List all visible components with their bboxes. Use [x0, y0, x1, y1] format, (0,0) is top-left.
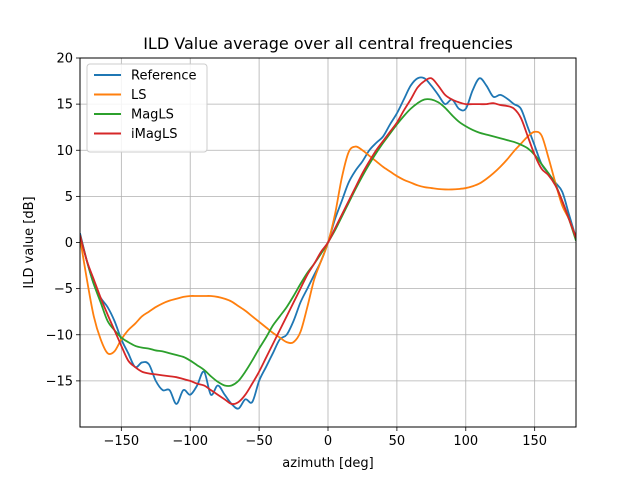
legend-label-ls: LS: [131, 88, 147, 103]
legend-label-imagls: iMagLS: [131, 127, 178, 142]
x-axis-label: azimuth [deg]: [282, 456, 373, 471]
x-tick-label: −150: [103, 434, 139, 449]
series-line-imagls: [80, 77, 576, 405]
y-tick-label: −10: [46, 328, 73, 343]
x-tick-label: 100: [453, 434, 478, 449]
y-tick-label: 10: [56, 144, 73, 159]
series-lines: [80, 76, 576, 410]
legend-label-magls: MagLS: [131, 108, 174, 123]
y-tick-label: 20: [56, 52, 73, 67]
legend-label-reference: Reference: [131, 69, 196, 84]
x-tick-label: −100: [172, 434, 208, 449]
x-tick-label: −50: [245, 434, 272, 449]
y-axis-label: ILD value [dB]: [22, 196, 37, 288]
y-tick-label: −5: [54, 282, 73, 297]
x-tick-label: 0: [324, 434, 332, 449]
chart-title: ILD Value average over all central frequ…: [143, 34, 513, 53]
legend: Reference LS MagLS iMagLS: [86, 63, 208, 153]
x-tick-label: 150: [522, 434, 547, 449]
y-tick-label: 0: [65, 236, 73, 251]
y-tick-label: −15: [46, 374, 73, 389]
x-tick-label: 50: [389, 434, 406, 449]
y-tick-label: 15: [56, 98, 73, 113]
legend-box: [86, 63, 208, 153]
y-tick-label: 5: [65, 190, 73, 205]
